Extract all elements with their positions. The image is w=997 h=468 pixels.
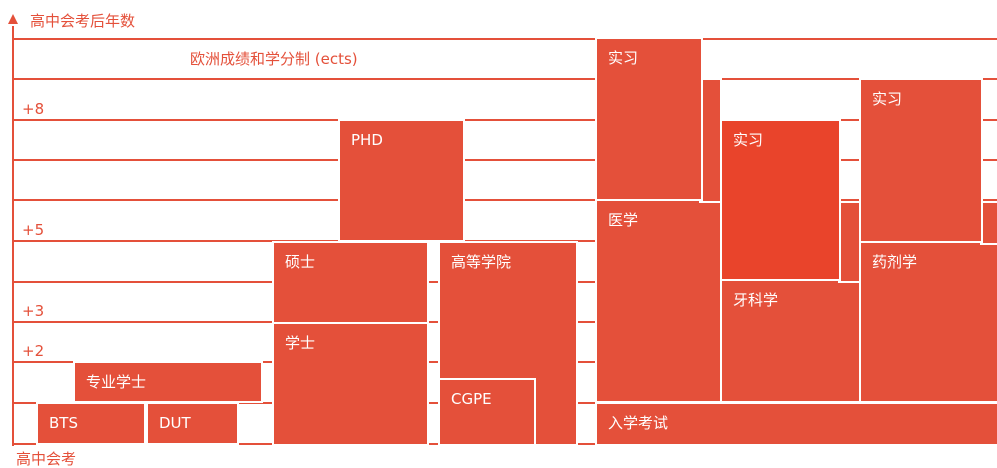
y-axis: [12, 26, 14, 446]
program-internship-medicine: 实习: [595, 37, 703, 201]
program-pharmacy: 药剂学: [859, 241, 997, 403]
axis-top-label: 高中会考后年数: [30, 12, 136, 30]
gridline: [13, 199, 997, 201]
tick-label-plus3: +3: [22, 302, 45, 320]
program-medicine: 医学: [595, 199, 722, 403]
tick-label-plus8: +8: [22, 100, 45, 118]
program-cgpe: CGPE: [438, 378, 536, 446]
program-licence-pro: 专业学士: [73, 361, 263, 403]
tick-label-plus5: +5: [22, 221, 45, 239]
program-internship-pharmacy: 实习: [859, 78, 983, 243]
medicine-upper-extension: [699, 78, 722, 203]
gridline-plus8: [13, 119, 997, 121]
program-dut: DUT: [146, 402, 239, 445]
ects-label: 欧洲成绩和学分制 (ects): [190, 50, 358, 68]
gridline: [13, 78, 997, 80]
axis-bottom-label: 高中会考: [16, 450, 77, 468]
gridline-top: [13, 38, 997, 40]
program-dentistry: 牙科学: [720, 279, 861, 403]
program-bts: BTS: [36, 402, 146, 445]
gridline: [13, 159, 997, 161]
gridline-baseline: [13, 443, 997, 445]
program-entrance-exam: 入学考试: [595, 402, 997, 446]
program-phd: PHD: [338, 119, 465, 242]
axis-arrow-icon: [8, 14, 18, 24]
gridline-plus5: [13, 240, 997, 242]
dentistry-right-extension: [838, 201, 861, 283]
program-internship-dentistry: 实习: [720, 119, 841, 281]
pharmacy-right-extension: [980, 201, 997, 245]
program-licence: 学士: [272, 322, 429, 446]
program-master: 硕士: [272, 241, 429, 324]
tick-label-plus2: +2: [22, 342, 45, 360]
